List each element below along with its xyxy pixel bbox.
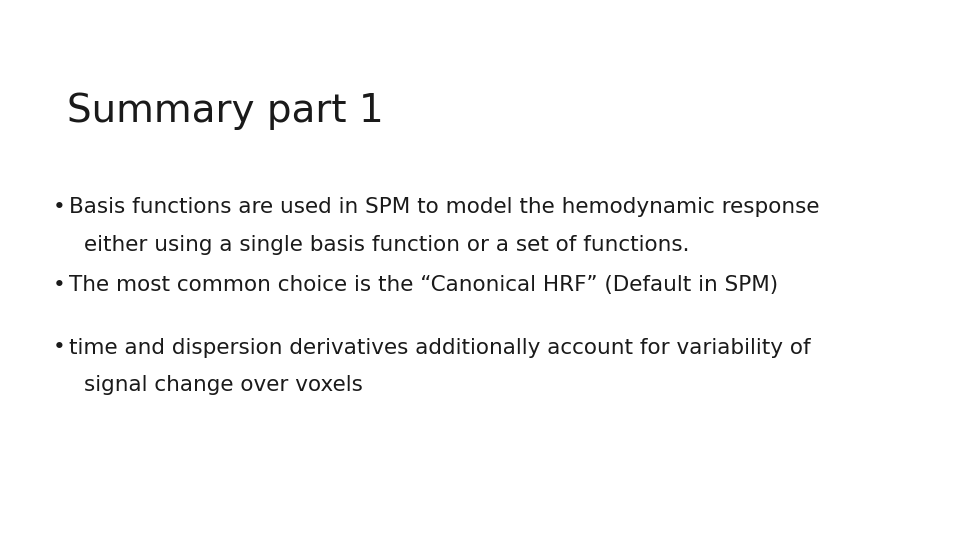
Text: signal change over voxels: signal change over voxels [84,375,363,395]
Text: •: • [53,338,65,357]
Text: Summary part 1: Summary part 1 [67,92,384,130]
Text: The most common choice is the “Canonical HRF” (Default in SPM): The most common choice is the “Canonical… [69,275,779,295]
Text: time and dispersion derivatives additionally account for variability of: time and dispersion derivatives addition… [69,338,811,357]
Text: either using a single basis function or a set of functions.: either using a single basis function or … [84,235,690,255]
Text: Basis functions are used in SPM to model the hemodynamic response: Basis functions are used in SPM to model… [69,197,820,217]
Text: •: • [53,197,65,217]
Text: •: • [53,275,65,295]
